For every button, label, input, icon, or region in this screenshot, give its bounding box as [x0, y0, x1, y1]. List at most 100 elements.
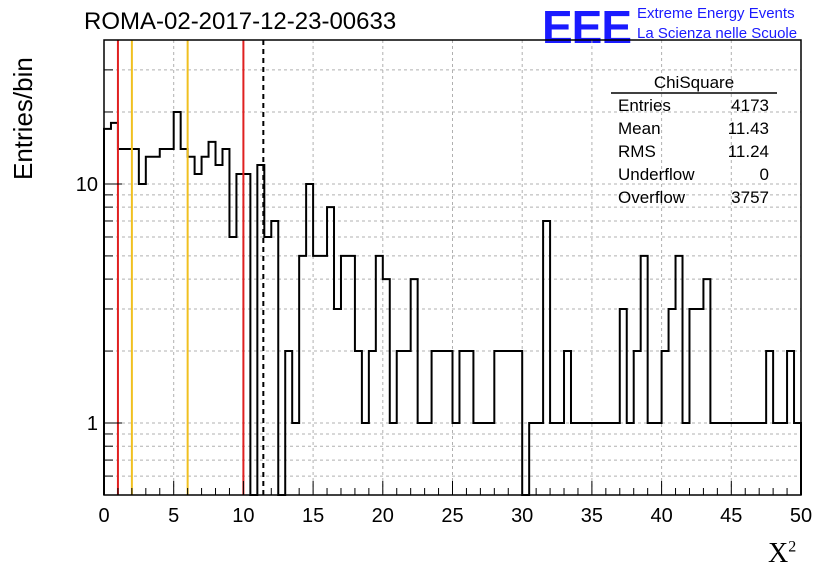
histogram-bin: [794, 423, 801, 495]
histogram-bin: [529, 423, 536, 495]
histogram-bin: [773, 423, 780, 495]
histogram-bin: [745, 423, 752, 495]
x-tick-label: 20: [372, 505, 394, 527]
stats-value: 11.43: [728, 119, 769, 138]
histogram-bin: [787, 351, 794, 495]
histogram-bin: [662, 351, 669, 495]
histogram-bin: [411, 279, 418, 495]
histogram-bin: [571, 423, 578, 495]
histogram-bin: [222, 149, 229, 495]
histogram-bin: [627, 423, 634, 495]
x-tick-label: 5: [168, 505, 179, 527]
histogram-bin: [703, 279, 710, 495]
histogram-bin: [418, 423, 425, 495]
logo-line-1: Extreme Energy Events: [637, 5, 795, 22]
histogram-bin: [188, 157, 195, 495]
histogram-bin: [564, 351, 571, 495]
histogram-bin: [432, 351, 439, 495]
histogram-bin: [236, 174, 243, 495]
stats-value: 4173: [731, 96, 769, 115]
histogram-bin: [285, 351, 292, 495]
histogram-bin: [202, 157, 209, 495]
stats-value: 11.24: [728, 142, 769, 161]
histogram-bin: [710, 423, 717, 495]
histogram-bin: [125, 149, 132, 495]
histogram-bin: [473, 423, 480, 495]
stats-box: ChiSquare Entries 4173 Mean 11.43 RMS 11.24 Und…: [611, 73, 777, 207]
x-tick-label: 35: [581, 505, 603, 527]
histogram-bin: [229, 237, 236, 495]
histogram-bin: [362, 423, 369, 495]
ticks-layer: 0 5 10 15 20 25 30 35 40 45 50 1 10: [76, 69, 812, 527]
histogram-bin: [634, 351, 641, 495]
histogram-bin: [216, 165, 223, 495]
histogram-bin: [536, 423, 543, 495]
histogram-bin: [306, 184, 313, 495]
histogram-bin: [480, 423, 487, 495]
histogram-bin: [494, 351, 501, 495]
histogram-bin: [752, 423, 759, 495]
histogram-bin: [446, 351, 453, 495]
x-tick-label: 0: [98, 505, 109, 527]
histogram-bin: [390, 423, 397, 495]
histogram-bin: [641, 256, 648, 495]
histogram-bin: [153, 157, 160, 495]
chart-title: ROMA-02-2017-12-23-00633: [84, 8, 397, 35]
histogram-bin: [167, 149, 174, 495]
histogram-bin: [181, 149, 188, 495]
histogram-bin: [515, 351, 522, 495]
histogram-bin: [759, 423, 766, 495]
histogram-bin: [292, 423, 299, 495]
histogram-bin: [453, 423, 460, 495]
histogram-bin: [146, 157, 153, 495]
x-axis-label: X2: [768, 538, 797, 569]
histogram-bin: [118, 149, 125, 495]
histogram-bin: [160, 149, 167, 495]
histogram-bin: [599, 423, 606, 495]
stats-label: Underflow: [618, 165, 695, 184]
histogram-bin: [578, 423, 585, 495]
histogram-bin: [139, 184, 146, 495]
stats-value: 0: [760, 165, 769, 184]
histogram-bin: [174, 112, 181, 495]
histogram-bin: [543, 221, 550, 495]
histogram-bin: [613, 423, 620, 495]
x-tick-label: 40: [650, 505, 672, 527]
stats-title: ChiSquare: [654, 73, 734, 92]
x-tick-label: 45: [720, 505, 742, 527]
histogram-bin: [592, 423, 599, 495]
x-tick-label: 15: [302, 505, 324, 527]
stats-value: 3757: [731, 188, 769, 207]
y-tick-label: 1: [87, 413, 98, 435]
stats-label: RMS: [618, 142, 656, 161]
histogram-bin: [355, 351, 362, 495]
histogram-bin: [620, 309, 627, 495]
histogram-bin: [209, 142, 216, 495]
eee-logo: EEE: [542, 1, 632, 53]
vertical-lines-layer: [116, 40, 265, 495]
histogram-bin: [320, 256, 327, 495]
x-tick-label: 50: [790, 505, 812, 527]
histogram-bin: [585, 423, 592, 495]
stats-label: Mean: [618, 119, 661, 138]
histogram-steps: [103, 110, 802, 496]
x-tick-label: 25: [441, 505, 463, 527]
stats-label: Overflow: [618, 188, 686, 207]
histogram-bin: [731, 423, 738, 495]
histogram-bin: [397, 351, 404, 495]
x-tick-label: 30: [511, 505, 533, 527]
histogram-bin: [550, 423, 557, 495]
histogram-bin: [466, 351, 473, 495]
histogram-bin: [689, 309, 696, 495]
stats-label: Entries: [618, 96, 671, 115]
histogram-bin: [313, 256, 320, 495]
histogram-bin: [369, 351, 376, 495]
histogram-bin: [487, 423, 494, 495]
histogram-bin: [738, 423, 745, 495]
logo-line-2: La Scienza nelle Scuole: [637, 25, 798, 42]
histogram-bin: [299, 256, 306, 495]
histogram-bin: [341, 256, 348, 495]
x-tick-label: 10: [232, 505, 254, 527]
histogram-bin: [264, 237, 271, 495]
